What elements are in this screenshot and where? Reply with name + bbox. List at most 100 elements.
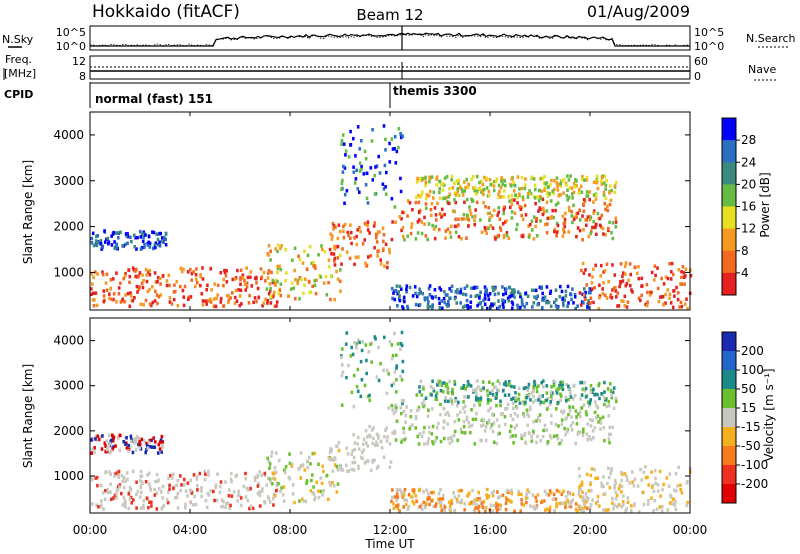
- velocity-cell: [570, 415, 573, 419]
- velocity-cell: [474, 417, 478, 421]
- velocity-cell: [428, 502, 431, 507]
- power-cell: [335, 245, 338, 249]
- velocity-cell: [117, 475, 120, 479]
- velocity-cell: [176, 506, 180, 510]
- velocity-cell: [510, 488, 513, 493]
- power-cell: [154, 289, 157, 294]
- power-cell: [424, 206, 428, 210]
- power-cell: [434, 213, 438, 217]
- velocity-cell: [555, 388, 558, 393]
- power-cell: [224, 273, 228, 278]
- velocity-cell: [139, 469, 143, 474]
- velocity-cell: [160, 434, 164, 439]
- power-cell: [99, 241, 102, 246]
- power-cell: [582, 202, 585, 206]
- power-cell: [363, 149, 367, 154]
- power-cell: [394, 288, 398, 293]
- power-cell: [373, 192, 377, 196]
- velocity-cell: [574, 507, 578, 512]
- velocity-cell: [499, 412, 503, 416]
- velocity-cell: [489, 503, 493, 507]
- power-cell: [124, 232, 128, 236]
- power-cell: [248, 293, 251, 298]
- velocity-cell: [587, 436, 591, 440]
- power-cell: [423, 222, 426, 226]
- power-cell: [365, 171, 369, 175]
- velocity-cell: [514, 395, 518, 400]
- power-cell: [271, 280, 275, 285]
- power-cell: [349, 143, 352, 147]
- power-cell: [189, 268, 192, 272]
- power-cell: [129, 294, 133, 298]
- velocity-cell: [535, 440, 538, 445]
- power-cell: [175, 279, 179, 284]
- power-cell: [343, 192, 347, 197]
- power-cell: [406, 199, 410, 203]
- velocity-cell: [490, 491, 494, 495]
- velocity-cell: [258, 490, 261, 494]
- power-cell: [416, 231, 420, 235]
- power-cell: [92, 243, 96, 248]
- power-cell: [581, 174, 584, 179]
- velocity-cell: [376, 443, 379, 447]
- velocity-cell: [345, 446, 348, 450]
- velocity-cell: [207, 473, 210, 477]
- velocity-cell: [382, 455, 386, 459]
- power-cell: [388, 247, 391, 252]
- velocity-cell: [522, 386, 526, 391]
- power-cell: [255, 299, 258, 304]
- velocity-cell: [406, 507, 410, 511]
- velocity-cell: [646, 475, 649, 480]
- power-cell: [453, 296, 457, 301]
- velocity-cell: [431, 386, 435, 391]
- power-cell: [518, 292, 522, 296]
- power-cell: [219, 271, 223, 275]
- velocity-cell: [438, 500, 441, 504]
- velocity-cell: [306, 459, 309, 464]
- power-cell: [420, 193, 423, 197]
- velocity-cell: [509, 413, 512, 418]
- velocity-cell: [481, 505, 484, 509]
- power-cell: [488, 218, 491, 222]
- nsky-label: N.Sky: [2, 33, 34, 46]
- velocity-cell: [393, 495, 397, 499]
- power-cell: [419, 290, 422, 295]
- velocity-cell: [128, 497, 132, 501]
- velocity-cell: [147, 440, 151, 445]
- power-cell: [615, 295, 618, 299]
- power-cell: [608, 191, 611, 195]
- velocity-cell: [246, 488, 250, 492]
- nsky-frame: [89, 25, 691, 51]
- velocity-cell: [365, 371, 368, 376]
- power-cell: [156, 301, 159, 306]
- velocity-cell: [426, 414, 430, 418]
- velocity-cell: [578, 486, 581, 490]
- velocity-cell: [179, 488, 182, 493]
- velocity-colorbar-swatch: [722, 484, 736, 504]
- power-cell: [277, 291, 280, 295]
- power-cell: [535, 296, 538, 301]
- power-cell: [576, 211, 580, 215]
- velocity-cell: [561, 411, 565, 415]
- power-cell: [261, 304, 264, 308]
- power-cell: [158, 244, 162, 248]
- power-cell: [509, 291, 513, 296]
- velocity-cell: [559, 409, 563, 414]
- power-cell: [478, 186, 482, 190]
- velocity-cell: [361, 340, 364, 344]
- velocity-cell: [157, 451, 160, 455]
- power-cell: [503, 189, 506, 193]
- power-cell: [678, 305, 681, 309]
- power-cell: [534, 288, 538, 293]
- velocity-cell: [450, 402, 454, 406]
- power-cell: [94, 239, 98, 243]
- power-cell: [594, 225, 597, 230]
- velocity-cell: [613, 503, 616, 507]
- velocity-cell: [504, 380, 507, 384]
- velocity-cell: [577, 466, 581, 471]
- velocity-cell: [610, 393, 613, 397]
- velocity-cell: [150, 438, 153, 442]
- velocity-cell: [539, 400, 543, 404]
- power-cell: [161, 236, 164, 240]
- x-tick-label: 00:00: [673, 523, 708, 537]
